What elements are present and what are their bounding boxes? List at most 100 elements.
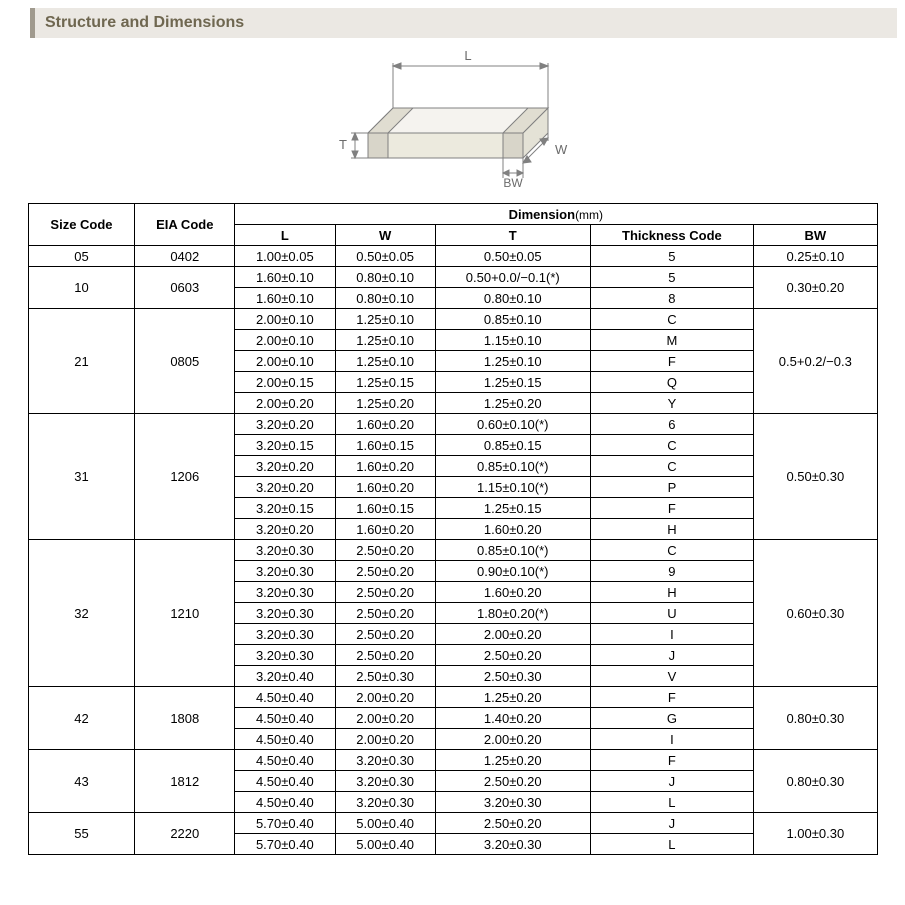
cell-t: 1.25±0.15 bbox=[435, 498, 590, 519]
cell-tc: I bbox=[590, 729, 753, 750]
cell-t: 1.25±0.20 bbox=[435, 393, 590, 414]
cell-l: 3.20±0.15 bbox=[235, 435, 335, 456]
cell-bw: 0.5+0.2/−0.3 bbox=[754, 309, 877, 414]
cell-w: 3.20±0.30 bbox=[335, 771, 435, 792]
cell-tc: J bbox=[590, 645, 753, 666]
cell-t: 0.85±0.15 bbox=[435, 435, 590, 456]
cell-t: 2.50±0.20 bbox=[435, 771, 590, 792]
cell-l: 1.60±0.10 bbox=[235, 267, 335, 288]
th-thickness-code: Thickness Code bbox=[590, 225, 753, 246]
table-row: 1006031.60±0.100.80±0.100.50+0.0/−0.1(*)… bbox=[28, 267, 877, 288]
cell-size-code: 31 bbox=[28, 414, 135, 540]
cell-t: 0.90±0.10(*) bbox=[435, 561, 590, 582]
cell-size-code: 10 bbox=[28, 267, 135, 309]
cell-t: 2.50±0.20 bbox=[435, 813, 590, 834]
cell-t: 2.00±0.20 bbox=[435, 624, 590, 645]
cell-tc: F bbox=[590, 498, 753, 519]
cell-w: 1.60±0.20 bbox=[335, 456, 435, 477]
cell-t: 1.80±0.20(*) bbox=[435, 603, 590, 624]
cell-tc: J bbox=[590, 771, 753, 792]
cell-t: 1.25±0.10 bbox=[435, 351, 590, 372]
table-row: 3212103.20±0.302.50±0.200.85±0.10(*)C0.6… bbox=[28, 540, 877, 561]
cell-l: 4.50±0.40 bbox=[235, 771, 335, 792]
cell-tc: 8 bbox=[590, 288, 753, 309]
table-row: 4318124.50±0.403.20±0.301.25±0.20F0.80±0… bbox=[28, 750, 877, 771]
cell-bw: 0.50±0.30 bbox=[754, 414, 877, 540]
diagram-label-t: T bbox=[339, 137, 347, 152]
cell-l: 3.20±0.20 bbox=[235, 477, 335, 498]
th-w: W bbox=[335, 225, 435, 246]
cell-l: 2.00±0.15 bbox=[235, 372, 335, 393]
cell-l: 3.20±0.20 bbox=[235, 456, 335, 477]
cell-l: 3.20±0.15 bbox=[235, 498, 335, 519]
cell-l: 2.00±0.10 bbox=[235, 309, 335, 330]
cell-w: 1.60±0.20 bbox=[335, 414, 435, 435]
cell-tc: 5 bbox=[590, 246, 753, 267]
cell-t: 2.00±0.20 bbox=[435, 729, 590, 750]
cell-eia-code: 1812 bbox=[135, 750, 235, 813]
cell-t: 0.60±0.10(*) bbox=[435, 414, 590, 435]
cell-size-code: 43 bbox=[28, 750, 135, 813]
cell-w: 2.50±0.20 bbox=[335, 603, 435, 624]
cell-tc: J bbox=[590, 813, 753, 834]
cell-tc: 5 bbox=[590, 267, 753, 288]
cell-t: 1.15±0.10 bbox=[435, 330, 590, 351]
cell-w: 1.25±0.10 bbox=[335, 330, 435, 351]
cell-w: 2.00±0.20 bbox=[335, 708, 435, 729]
diagram-label-l: L bbox=[464, 48, 471, 63]
th-l: L bbox=[235, 225, 335, 246]
cell-tc: C bbox=[590, 456, 753, 477]
cell-l: 3.20±0.30 bbox=[235, 540, 335, 561]
cell-w: 1.60±0.15 bbox=[335, 435, 435, 456]
cell-t: 1.25±0.15 bbox=[435, 372, 590, 393]
cell-tc: C bbox=[590, 435, 753, 456]
cell-l: 3.20±0.30 bbox=[235, 645, 335, 666]
cell-tc: H bbox=[590, 582, 753, 603]
cell-l: 4.50±0.40 bbox=[235, 750, 335, 771]
cell-eia-code: 2220 bbox=[135, 813, 235, 855]
cell-l: 3.20±0.30 bbox=[235, 624, 335, 645]
cell-l: 2.00±0.10 bbox=[235, 330, 335, 351]
cell-eia-code: 1210 bbox=[135, 540, 235, 687]
cell-w: 1.25±0.15 bbox=[335, 372, 435, 393]
cell-eia-code: 1808 bbox=[135, 687, 235, 750]
cell-tc: F bbox=[590, 750, 753, 771]
cell-t: 0.85±0.10 bbox=[435, 309, 590, 330]
cell-w: 0.80±0.10 bbox=[335, 288, 435, 309]
cell-w: 2.50±0.20 bbox=[335, 582, 435, 603]
cell-tc: I bbox=[590, 624, 753, 645]
cell-tc: L bbox=[590, 834, 753, 855]
cell-bw: 0.30±0.20 bbox=[754, 267, 877, 309]
cell-size-code: 42 bbox=[28, 687, 135, 750]
cell-l: 2.00±0.20 bbox=[235, 393, 335, 414]
cell-t: 1.60±0.20 bbox=[435, 519, 590, 540]
cell-l: 1.00±0.05 bbox=[235, 246, 335, 267]
cell-size-code: 05 bbox=[28, 246, 135, 267]
cell-tc: U bbox=[590, 603, 753, 624]
cell-w: 2.00±0.20 bbox=[335, 687, 435, 708]
cell-tc: V bbox=[590, 666, 753, 687]
table-row: 4218084.50±0.402.00±0.201.25±0.20F0.80±0… bbox=[28, 687, 877, 708]
cell-tc: Q bbox=[590, 372, 753, 393]
cell-bw: 0.60±0.30 bbox=[754, 540, 877, 687]
cell-l: 3.20±0.30 bbox=[235, 582, 335, 603]
cell-bw: 1.00±0.30 bbox=[754, 813, 877, 855]
cell-l: 4.50±0.40 bbox=[235, 729, 335, 750]
cell-eia-code: 0402 bbox=[135, 246, 235, 267]
cell-tc: F bbox=[590, 351, 753, 372]
cell-w: 2.50±0.30 bbox=[335, 666, 435, 687]
cell-l: 5.70±0.40 bbox=[235, 813, 335, 834]
cell-w: 5.00±0.40 bbox=[335, 813, 435, 834]
cell-w: 1.25±0.10 bbox=[335, 309, 435, 330]
cell-t: 3.20±0.30 bbox=[435, 834, 590, 855]
cell-t: 0.80±0.10 bbox=[435, 288, 590, 309]
cell-l: 5.70±0.40 bbox=[235, 834, 335, 855]
cell-eia-code: 0603 bbox=[135, 267, 235, 309]
cell-l: 3.20±0.30 bbox=[235, 561, 335, 582]
cell-bw: 0.80±0.30 bbox=[754, 687, 877, 750]
cell-w: 1.25±0.20 bbox=[335, 393, 435, 414]
cell-t: 1.40±0.20 bbox=[435, 708, 590, 729]
cell-bw: 0.25±0.10 bbox=[754, 246, 877, 267]
cell-t: 3.20±0.30 bbox=[435, 792, 590, 813]
th-t: T bbox=[435, 225, 590, 246]
